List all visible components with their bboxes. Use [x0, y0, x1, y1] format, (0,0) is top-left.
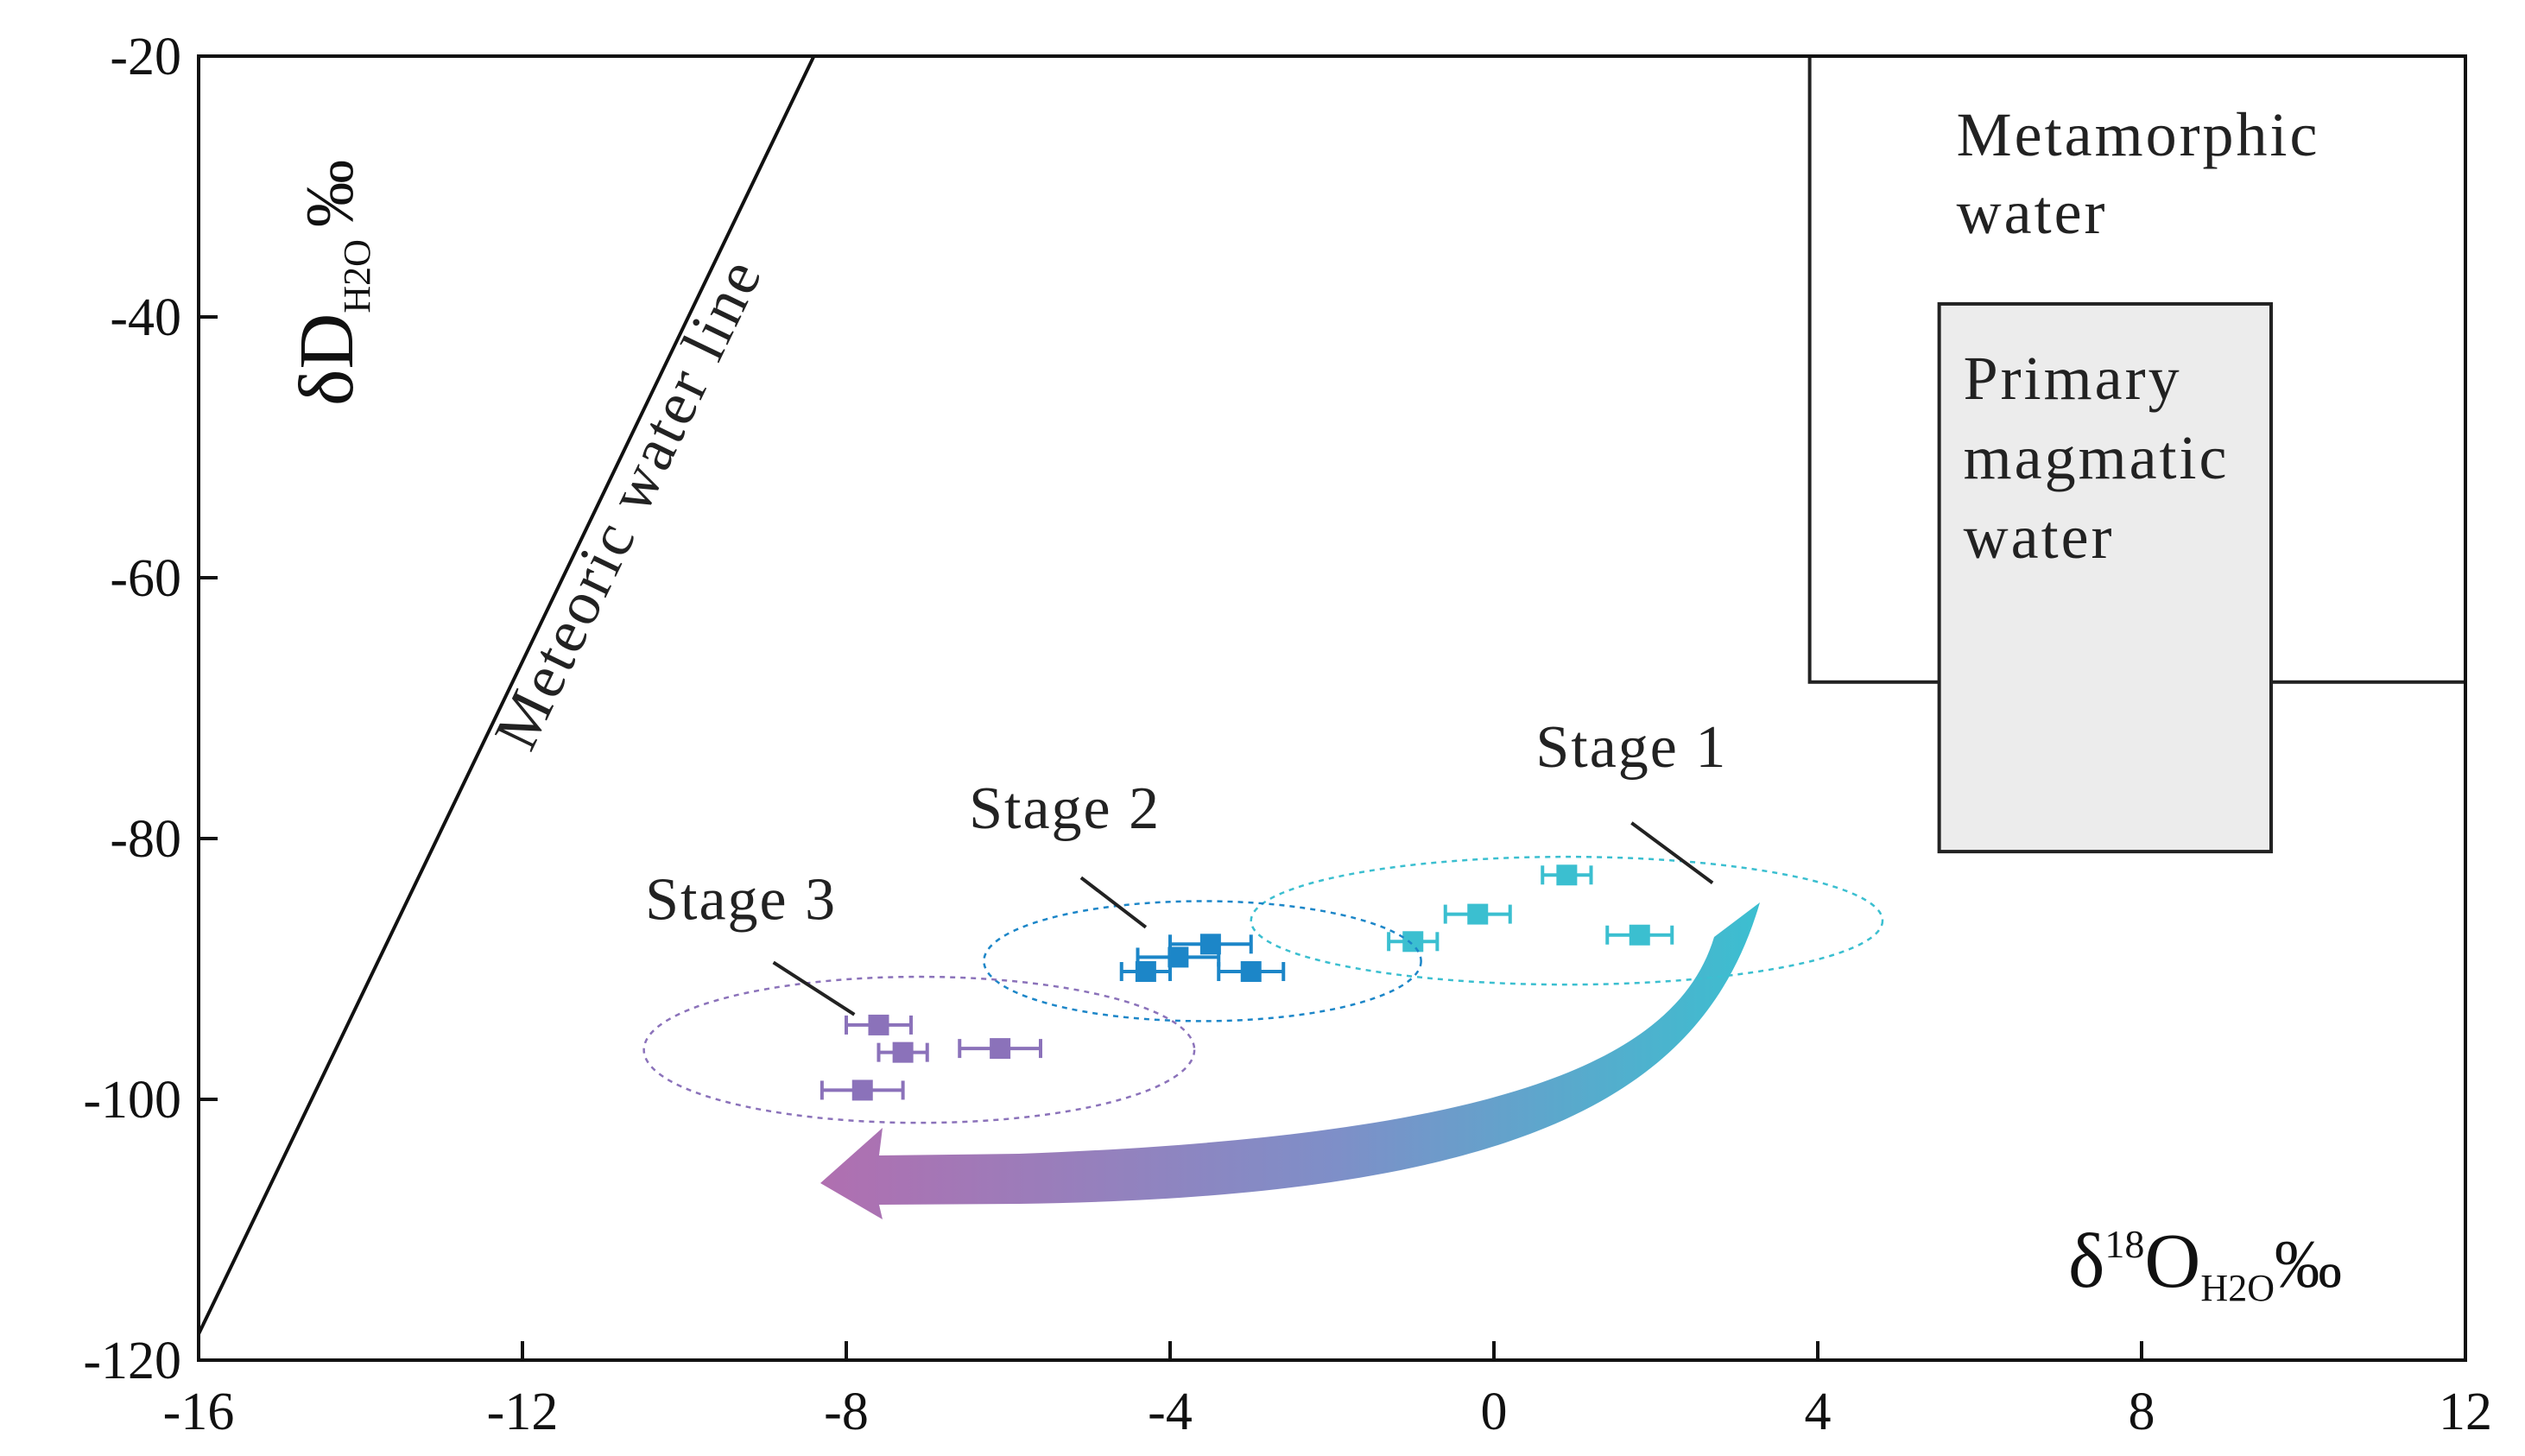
data-point	[990, 1038, 1011, 1060]
y-tick-label: -60	[110, 549, 181, 608]
data-point	[1467, 903, 1489, 925]
metamorphic-water-label: Metamorphic	[1957, 100, 2320, 169]
stage-leader-line	[772, 960, 856, 1016]
x-axis-title-sub: H2O	[2200, 1267, 2275, 1309]
x-axis-title-unit: ‰	[2275, 1226, 2342, 1301]
data-point	[1556, 864, 1578, 886]
y-tick-label: -80	[110, 810, 181, 869]
x-tick-label: 12	[2439, 1383, 2492, 1441]
y-tick-label: -20	[110, 28, 181, 86]
data-point	[1402, 931, 1424, 953]
x-tick-label: 0	[1481, 1383, 1508, 1441]
y-axis-title-sub: H2O	[336, 239, 378, 313]
x-tick-label: -4	[1148, 1383, 1193, 1441]
y-tick-label: -100	[83, 1071, 181, 1130]
y-axis-title: δDH2O ‰	[284, 160, 378, 406]
x-axis-title-sup: 18	[2104, 1222, 2144, 1266]
meteoric-water-line	[197, 55, 816, 1335]
stage-leader-line	[1630, 821, 1714, 884]
plot-frame	[197, 54, 2467, 1362]
primary-magmatic-water-label: Primary	[1964, 344, 2182, 413]
regions-layer: Metamorphic water Primary magmatic water	[1807, 54, 2467, 854]
y-tick-label: -40	[110, 288, 181, 347]
y-axis-title-main: δD	[284, 313, 370, 406]
series-layer: Stage 1 Stage 2 Stage 3	[642, 714, 1884, 1124]
y-tick-label: -120	[83, 1332, 181, 1390]
x-tick-label: 8	[2129, 1383, 2155, 1441]
x-tick-label: -16	[163, 1383, 235, 1441]
data-point	[1199, 934, 1221, 955]
y-axis-title-unit: ‰	[292, 160, 367, 227]
primary-magmatic-water-box	[1937, 301, 2273, 854]
data-point	[1240, 961, 1262, 983]
x-tick-label: -8	[824, 1383, 869, 1441]
x-axis-title-base: O	[2144, 1219, 2200, 1304]
x-axis-title: δ18OH2O‰	[2068, 1219, 2342, 1309]
data-point	[851, 1079, 873, 1101]
primary-magmatic-water-label: water	[1964, 503, 2115, 572]
series-2: Stage 2	[969, 775, 1422, 1022]
metamorphic-water-label: water	[1957, 178, 2108, 247]
meteoric-water-line-label: Meteoric water line	[481, 247, 775, 760]
series-1: Stage 1	[1250, 714, 1884, 986]
stage-label: Stage 3	[645, 867, 837, 934]
stage-ellipse	[1250, 855, 1884, 986]
axes-layer: -16 -12 -8 -4 0 4 8 12-20-40-60-80-100-120	[83, 28, 2492, 1441]
x-tick-label: 4	[1805, 1383, 1832, 1441]
stage-label: Stage 1	[1535, 714, 1727, 781]
x-tick-label: -12	[487, 1383, 559, 1441]
data-point	[868, 1014, 889, 1035]
stage-ellipse	[983, 900, 1422, 1022]
evolution-arrow	[820, 902, 1760, 1219]
primary-magmatic-water-label: magmatic	[1964, 423, 2230, 492]
stage-label: Stage 2	[969, 775, 1161, 842]
stage-ellipse	[642, 975, 1196, 1124]
series-3: Stage 3	[642, 867, 1196, 1124]
x-axis-title-main: δ	[2068, 1219, 2104, 1304]
data-point	[1629, 924, 1650, 946]
stage-leader-line	[1079, 876, 1148, 929]
data-point	[892, 1041, 914, 1063]
